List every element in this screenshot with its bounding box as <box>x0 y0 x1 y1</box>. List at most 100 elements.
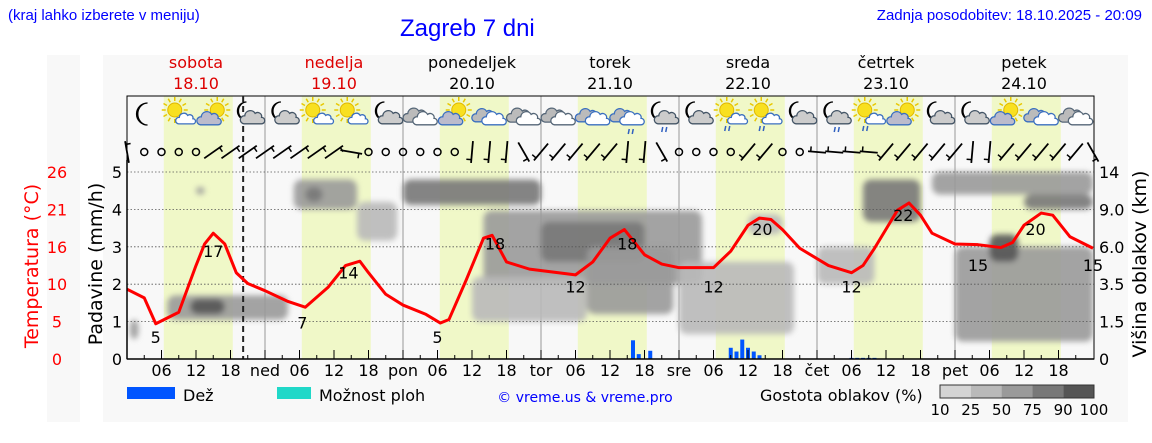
wind-barb-icon <box>566 142 584 162</box>
wind-barb-icon <box>466 140 474 164</box>
wind-barb-icon <box>807 146 827 154</box>
moon-cloud-icon <box>374 101 404 125</box>
density-scale-label: 75 <box>1023 401 1042 419</box>
precip-tick: 3 <box>112 238 122 257</box>
precip-tick: 4 <box>112 200 122 219</box>
cloud-cover-cell <box>167 295 288 320</box>
wind-barb-icon <box>738 142 756 162</box>
wind-barb-icon <box>583 142 601 162</box>
day-abbr-label: ned <box>250 361 280 380</box>
hour-tick-label: 06 <box>841 361 861 380</box>
moon-cloud-icon <box>926 101 956 125</box>
wind-barb-icon <box>500 140 509 164</box>
day-date: 21.10 <box>587 74 633 93</box>
wind-barb-icon <box>1049 142 1067 162</box>
temp-label: 14 <box>338 263 358 282</box>
wind-barb-icon <box>1066 142 1084 162</box>
temp-label: 17 <box>203 242 223 261</box>
wind-barb-icon <box>124 141 131 163</box>
cloud-cover-cell <box>403 179 541 205</box>
day-abbr-label: pon <box>388 361 418 380</box>
day-date: 18.10 <box>173 74 219 93</box>
wind-barb-icon <box>966 140 975 164</box>
hour-tick-label: 12 <box>600 361 620 380</box>
legend-showers-label: Možnost ploh <box>319 386 425 405</box>
cloud-cover-cell <box>357 201 398 241</box>
cloud-cover-cell <box>293 179 357 210</box>
wind-calm-icon <box>692 147 701 157</box>
wind-calm-icon <box>450 147 459 157</box>
day-date: 23.10 <box>863 74 909 93</box>
wind-calm-icon <box>416 147 425 157</box>
wind-barb-icon <box>272 144 293 160</box>
temp-tick: 5 <box>52 313 62 332</box>
precip-tick: 0 <box>112 350 122 369</box>
last-updated: Zadnja posodobitev: 18.10.2025 - 20:09 <box>876 7 1142 24</box>
precip-bar <box>631 340 635 359</box>
wind-calm-icon <box>381 147 390 157</box>
temp-tick: 26 <box>47 163 67 182</box>
credit-link[interactable]: © vreme.us & vreme.pro <box>497 390 672 406</box>
moon-cloud-icon <box>685 101 714 125</box>
temp-label: 5 <box>432 328 442 347</box>
wind-barb-icon <box>755 142 774 162</box>
wind-barb-icon <box>289 144 310 160</box>
density-scale-swatch <box>940 385 971 398</box>
wind-barb-icon <box>517 142 531 162</box>
sun-cloud-rain-icon <box>713 97 749 132</box>
temp-label: 12 <box>565 278 585 297</box>
sun-behind-cloud-icon <box>886 97 921 126</box>
hour-tick-label: 12 <box>186 361 206 380</box>
cloud-cover-cell <box>863 179 921 222</box>
wind-barb-icon <box>600 142 618 162</box>
density-scale-swatch <box>970 385 1002 398</box>
wind-barb-icon <box>825 146 844 154</box>
hour-tick-label: 12 <box>876 361 896 380</box>
cloud-cover-cell <box>817 246 875 285</box>
hour-tick-label: 06 <box>979 361 999 380</box>
precip-tick: 5 <box>112 163 122 182</box>
temp-tick: 16 <box>47 238 67 257</box>
wind-barb-icon <box>531 142 549 162</box>
sun-cloud-icon <box>299 97 335 125</box>
cloud-icon <box>574 108 611 126</box>
temp-label: 5 <box>151 328 161 347</box>
legend-showers-swatch <box>277 387 311 399</box>
hour-tick-label: 12 <box>738 361 758 380</box>
cloud-height-tick: 9.0 <box>1099 200 1124 219</box>
wind-calm-icon <box>709 147 718 157</box>
hour-tick-label: 18 <box>634 361 654 380</box>
sun-cloud-icon <box>161 97 197 125</box>
wind-barb-icon <box>638 140 647 164</box>
wind-calm-icon <box>674 147 684 157</box>
hour-tick-label: 06 <box>427 361 447 380</box>
cloud-cover-cell <box>472 276 587 322</box>
hour-tick-label: 18 <box>1048 361 1068 380</box>
cloud-cover-cell <box>129 319 139 340</box>
wind-barb-icon <box>893 142 912 162</box>
wind-barb-icon <box>876 142 894 162</box>
cloud-height-tick: 6.0 <box>1099 238 1124 257</box>
cloud-axis-title: Višina oblakov (km) <box>1129 171 1151 358</box>
wind-barb-icon <box>255 144 275 160</box>
day-date: 20.10 <box>449 74 495 93</box>
temp-label: 12 <box>703 278 723 297</box>
cloud-height-tick: 0 <box>1099 350 1109 369</box>
day-name: petek <box>1001 53 1047 72</box>
hour-tick-label: 18 <box>358 361 378 380</box>
hour-tick-label: 12 <box>1014 361 1034 380</box>
temp-axis-title: Temperatura (°C) <box>21 184 43 349</box>
density-scale-swatch <box>1001 385 1033 398</box>
temp-label: 12 <box>841 278 861 297</box>
day-date: 24.10 <box>1001 74 1047 93</box>
cloud-cover-cell <box>955 246 1093 342</box>
wind-calm-icon <box>726 147 735 157</box>
moon-cloud-icon <box>788 101 818 125</box>
precip-tick: 1 <box>112 313 122 332</box>
precip-bar <box>636 354 641 359</box>
hour-tick-label: 06 <box>151 361 171 380</box>
day-abbr-label: sre <box>667 361 691 380</box>
wind-barb-icon <box>238 144 258 160</box>
wind-barb-icon <box>483 140 492 164</box>
cloud-cover-cell <box>305 186 323 202</box>
